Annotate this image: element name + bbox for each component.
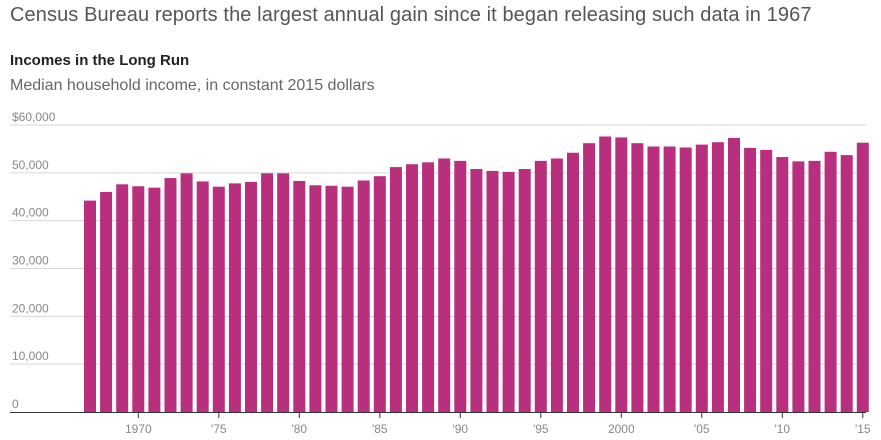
- bar-2012: [808, 160, 821, 413]
- bar-2014: [840, 155, 853, 412]
- bar-2003: [663, 146, 676, 412]
- bar-1968: [100, 191, 113, 412]
- bar-2002: [647, 146, 660, 412]
- bar-1996: [550, 158, 563, 412]
- x-tick-label: '95: [533, 422, 549, 436]
- bar-2006: [711, 142, 724, 412]
- bar-1998: [583, 143, 596, 412]
- x-tick-label: '80: [291, 422, 307, 436]
- bar-1989: [438, 158, 451, 412]
- bar-2000: [615, 137, 628, 412]
- bar-2015: [856, 142, 869, 412]
- bar-1981: [309, 185, 322, 412]
- x-tick-label: '05: [694, 422, 710, 436]
- x-tick-label: '90: [452, 422, 468, 436]
- bar-1999: [599, 136, 612, 413]
- bar-1997: [567, 152, 579, 413]
- bar-2011: [792, 161, 805, 412]
- bar-1995: [534, 160, 547, 413]
- chart-title: Incomes in the Long Run: [10, 52, 190, 69]
- y-tick-label: 30,000: [12, 254, 49, 268]
- axes: $60,000 50,000 40,000 30,000 20,000 10,000 0 19…: [10, 110, 871, 436]
- bar-1993: [502, 171, 515, 412]
- bar-2005: [695, 144, 708, 413]
- bar-1985: [373, 176, 386, 412]
- bar-1991: [470, 169, 483, 412]
- bar-1994: [518, 169, 531, 412]
- bar-1986: [389, 167, 402, 412]
- y-tick-label: 50,000: [12, 158, 49, 172]
- bar-2009: [760, 149, 773, 412]
- x-tick-label: '10: [774, 422, 790, 436]
- bar-1992: [486, 170, 499, 412]
- x-tick-label: '75: [211, 422, 227, 436]
- bar-1973: [180, 173, 193, 412]
- bar-1978: [261, 173, 274, 412]
- chart-subtitle: Median household income, in constant 201…: [10, 77, 375, 94]
- bar-2007: [728, 137, 740, 413]
- bar-2001: [631, 143, 644, 412]
- bar-1975: [212, 186, 225, 412]
- bar-1971: [148, 187, 161, 412]
- bar-1976: [228, 183, 241, 412]
- bar-1980: [293, 180, 306, 412]
- y-tick-label: 10,000: [12, 349, 49, 363]
- y-tick-label: 40,000: [12, 206, 49, 220]
- bar-1970: [132, 186, 145, 412]
- bar-1984: [357, 180, 370, 412]
- bars: [84, 136, 869, 413]
- bar-1969: [116, 184, 129, 412]
- bar-1977: [245, 181, 257, 412]
- y-tick-label: $60,000: [12, 110, 56, 124]
- bar-2008: [744, 147, 757, 412]
- x-tick-label: 2000: [608, 422, 635, 436]
- bar-1967: [84, 200, 96, 412]
- bar-1987: [406, 164, 418, 412]
- x-tick-label: '15: [855, 422, 871, 436]
- x-tick-label: '85: [372, 422, 388, 436]
- bar-1979: [277, 173, 290, 412]
- headline: Census Bureau reports the largest annual…: [10, 4, 812, 26]
- bar-2010: [776, 157, 789, 412]
- bar-1982: [325, 185, 338, 412]
- bar-2004: [679, 147, 692, 413]
- bar-1988: [422, 162, 435, 412]
- bar-1990: [454, 160, 467, 413]
- bar-1972: [164, 178, 177, 412]
- bar-1974: [196, 181, 209, 412]
- y-tick-label: 0: [12, 397, 19, 411]
- bar-1983: [341, 186, 354, 412]
- x-tick-label: 1970: [125, 422, 152, 436]
- bar-2013: [824, 151, 837, 413]
- y-tick-label: 20,000: [12, 301, 49, 315]
